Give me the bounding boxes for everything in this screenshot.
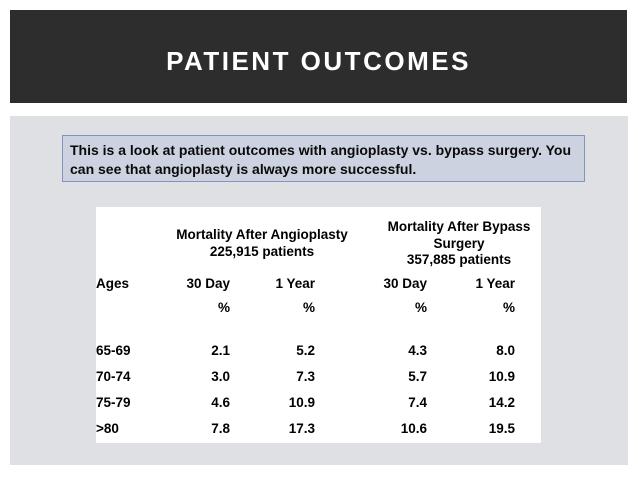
unit-pad xyxy=(515,291,541,315)
age-cell: 70-74 xyxy=(96,368,131,384)
spacer-cell xyxy=(96,315,541,337)
value-cell: 10.9 xyxy=(288,394,315,410)
table-row: 70-74 3.0 7.3 5.7 10.9 xyxy=(96,363,541,389)
column-header-row: Ages 30 Day 1 Year 30 Day 1 Year xyxy=(96,263,541,291)
table-row: >80 7.8 17.3 10.6 19.5 xyxy=(96,415,541,441)
unit-angio-30day: % xyxy=(217,300,230,315)
value-cell: 10.6 xyxy=(400,420,427,436)
value-cell: 4.6 xyxy=(211,394,230,410)
unit-angio-1year: % xyxy=(302,300,315,315)
table-row: 75-79 4.6 10.9 7.4 14.2 xyxy=(96,389,541,415)
header-angio-1year: 1 Year xyxy=(275,276,315,291)
outcomes-table-box: Mortality After Angioplasty 225,915 pati… xyxy=(96,207,541,443)
header-angio-30day: 30 Day xyxy=(186,276,230,291)
bypass-group-patients: 357,885 patients xyxy=(406,252,512,267)
unit-empty xyxy=(96,291,158,315)
slide-title: PATIENT OUTCOMES xyxy=(166,45,471,76)
value-cell: 7.8 xyxy=(211,420,230,436)
value-cell: 3.0 xyxy=(211,368,230,384)
unit-row: % % % % xyxy=(96,291,541,315)
mortality-table: Ages 30 Day 1 Year 30 Day 1 Year % % % % xyxy=(96,263,541,441)
age-cell: 65-69 xyxy=(96,342,131,358)
value-cell: 7.3 xyxy=(296,368,315,384)
value-cell: 8.0 xyxy=(496,342,515,358)
value-cell: 2.1 xyxy=(211,342,230,358)
table-row: 65-69 2.1 5.2 4.3 8.0 xyxy=(96,337,541,363)
header-bypass-1year: 1 Year xyxy=(475,276,515,291)
angioplasty-group-title: Mortality After Angioplasty xyxy=(176,227,348,242)
value-cell: 5.2 xyxy=(296,342,315,358)
age-cell: >80 xyxy=(96,420,119,436)
age-cell: 75-79 xyxy=(96,394,131,410)
bypass-group-header: Mortality After Bypass Surgery 357,885 p… xyxy=(379,219,539,269)
value-cell: 7.4 xyxy=(408,394,427,410)
angioplasty-group-header: Mortality After Angioplasty 225,915 pati… xyxy=(96,227,428,260)
row-pad xyxy=(515,337,541,363)
value-cell: 10.9 xyxy=(488,368,515,384)
value-cell: 17.3 xyxy=(288,420,315,436)
spacer-row xyxy=(96,315,541,337)
row-pad xyxy=(515,415,541,441)
value-cell: 19.5 xyxy=(488,420,515,436)
value-cell: 5.7 xyxy=(408,368,427,384)
angioplasty-group-patients: 225,915 patients xyxy=(209,243,315,259)
unit-bypass-1year: % xyxy=(502,300,515,315)
bypass-group-title: Mortality After Bypass Surgery xyxy=(387,219,531,251)
header-bypass-30day: 30 Day xyxy=(383,276,427,291)
slide-title-bar: PATIENT OUTCOMES xyxy=(10,10,627,103)
header-pad xyxy=(515,263,541,291)
row-pad xyxy=(515,389,541,415)
unit-bypass-30day: % xyxy=(414,300,427,315)
intro-line-1: This is a look at patient outcomes with … xyxy=(70,142,572,158)
value-cell: 14.2 xyxy=(488,394,515,410)
value-cell: 4.3 xyxy=(408,342,427,358)
content-panel: This is a look at patient outcomes with … xyxy=(10,116,628,465)
intro-text-box: This is a look at patient outcomes with … xyxy=(62,135,585,182)
header-ages: Ages xyxy=(96,276,130,291)
intro-line-2: can see that angioplasty is always more … xyxy=(70,161,417,177)
row-pad xyxy=(515,363,541,389)
